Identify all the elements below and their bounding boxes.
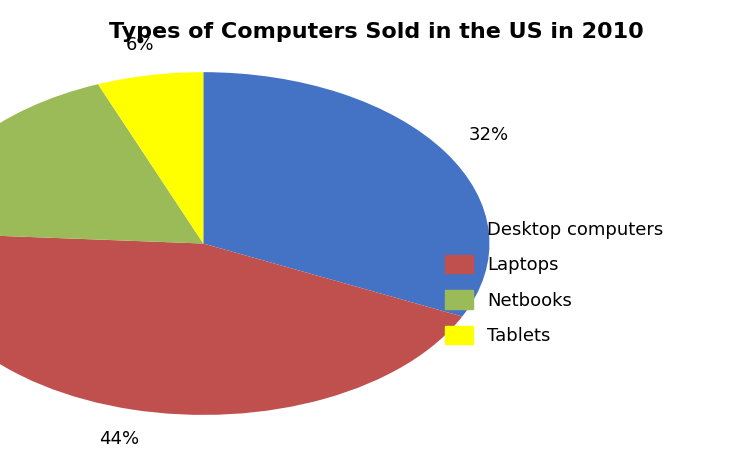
Text: 44%: 44% [99,430,139,448]
Wedge shape [203,72,489,317]
Text: 32%: 32% [468,126,508,144]
Wedge shape [0,84,203,244]
Wedge shape [0,233,462,415]
Text: 6%: 6% [126,36,154,54]
Text: Types of Computers Sold in the US in 2010: Types of Computers Sold in the US in 201… [109,22,644,41]
Legend: Desktop computers, Laptops, Netbooks, Tablets: Desktop computers, Laptops, Netbooks, Ta… [438,212,670,353]
Wedge shape [98,72,203,244]
